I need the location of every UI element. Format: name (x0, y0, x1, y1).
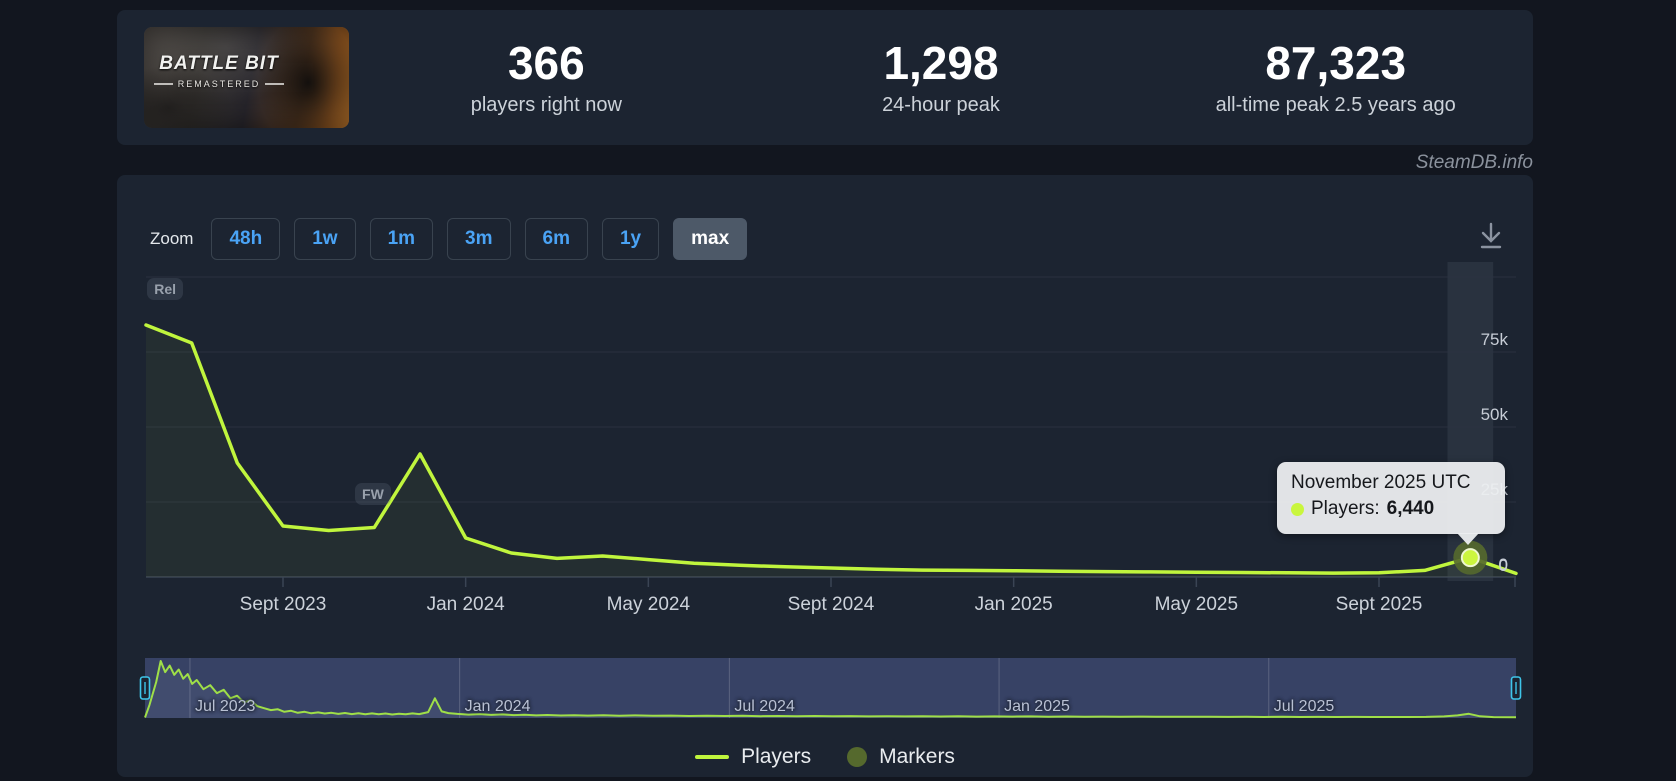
legend-item-markers[interactable]: Markers (847, 745, 955, 769)
y-axis-label: 50k (1480, 405, 1508, 424)
tooltip-date: November 2025 UTC (1291, 472, 1471, 493)
tooltip-series-label: Players: (1311, 498, 1380, 519)
zoom-label: Zoom (150, 229, 194, 248)
zoom-button-48h[interactable]: 48h (211, 218, 281, 260)
navigator-area-fill (145, 661, 1516, 718)
stat-alltime-peak-label: all-time peak 2.5 years ago (1215, 94, 1456, 117)
zoom-button-3m[interactable]: 3m (447, 218, 511, 260)
game-logo-subtitle: REMASTERED (177, 79, 261, 89)
navigator-selected-range[interactable] (145, 658, 1516, 718)
hovered-point-dot[interactable] (1460, 548, 1480, 568)
navigator-axis-label: Jan 2025 (1004, 698, 1070, 715)
stat-current-players-label: players right now (470, 94, 622, 117)
logo-rule-left (154, 83, 173, 85)
y-axis-label: 0 (1498, 556, 1508, 575)
x-axis-label: Sept 2023 (239, 594, 327, 615)
download-icon[interactable] (1474, 218, 1508, 256)
zoom-button-max[interactable]: max (673, 218, 748, 260)
tooltip-value: 6,440 (1386, 498, 1435, 519)
x-axis-label: Sept 2024 (787, 594, 875, 615)
players-line-series[interactable] (144, 323, 1518, 576)
logo-rule-right (265, 83, 285, 85)
navigator-axis-label: Jul 2024 (734, 698, 795, 715)
stat-24h-peak: 1,298 24-hour peak (744, 38, 1139, 118)
zoom-button-1m[interactable]: 1m (369, 218, 434, 260)
game-capsule-image[interactable]: BATTLE BIT REMASTERED (144, 27, 349, 128)
game-logo: BATTLE BIT REMASTERED (154, 53, 285, 89)
legend-circle-swatch-icon (847, 747, 868, 767)
navigator-axis-label: Jul 2025 (1273, 698, 1335, 715)
stat-24h-peak-label: 24-hour peak (882, 94, 1000, 117)
legend-item-players[interactable]: Players (695, 745, 811, 769)
legend-item-label: Markers (879, 745, 955, 768)
stat-current-players-value: 366 (507, 36, 585, 89)
stat-alltime-peak-value: 87,323 (1265, 36, 1407, 89)
x-axis-label: Jan 2025 (974, 594, 1053, 615)
steamdb-credit: SteamDB.info (1415, 152, 1533, 173)
release-flag: Rel (147, 278, 184, 300)
navigator-line-series (144, 660, 1517, 719)
navigator-axis-label: Jan 2024 (464, 698, 531, 715)
x-axis-label: Sept 2025 (1335, 594, 1423, 615)
stat-current-players: 366 players right now (349, 38, 744, 118)
legend-item-label: Players (741, 745, 812, 768)
y-axis-label: 0 (1498, 555, 1508, 574)
zoom-button-1y[interactable]: 1y (601, 218, 660, 260)
game-logo-title: BATTLE BIT (159, 53, 279, 74)
x-axis-label: Jan 2024 (426, 594, 505, 615)
zoom-button-1w[interactable]: 1w (294, 218, 356, 260)
x-axis-label: May 2024 (606, 594, 691, 615)
free-weekend-flag: FW (355, 483, 391, 505)
stat-24h-peak-value: 1,298 (883, 36, 999, 89)
tooltip-series-dot-icon (1291, 502, 1304, 516)
navigator-axis-label: Jul 2023 (194, 698, 256, 715)
legend-line-swatch-icon (695, 755, 730, 759)
y-axis-label: 75k (1480, 330, 1508, 349)
stat-alltime-peak: 87,323 all-time peak 2.5 years ago (1138, 38, 1533, 118)
tooltip-caret (1457, 533, 1479, 545)
x-axis-label: May 2025 (1154, 594, 1239, 615)
stats-header-panel: BATTLE BIT REMASTERED 366 players right … (117, 10, 1533, 145)
chart-tooltip: November 2025 UTC Players: 6,440 (1277, 462, 1505, 545)
players-area-fill (146, 325, 1516, 577)
zoom-range-selector: Zoom 48h 1w 1m 3m 6m 1y max (150, 217, 748, 261)
zoom-button-6m[interactable]: 6m (524, 218, 588, 260)
chart-legend: Players Markers (117, 745, 1533, 769)
